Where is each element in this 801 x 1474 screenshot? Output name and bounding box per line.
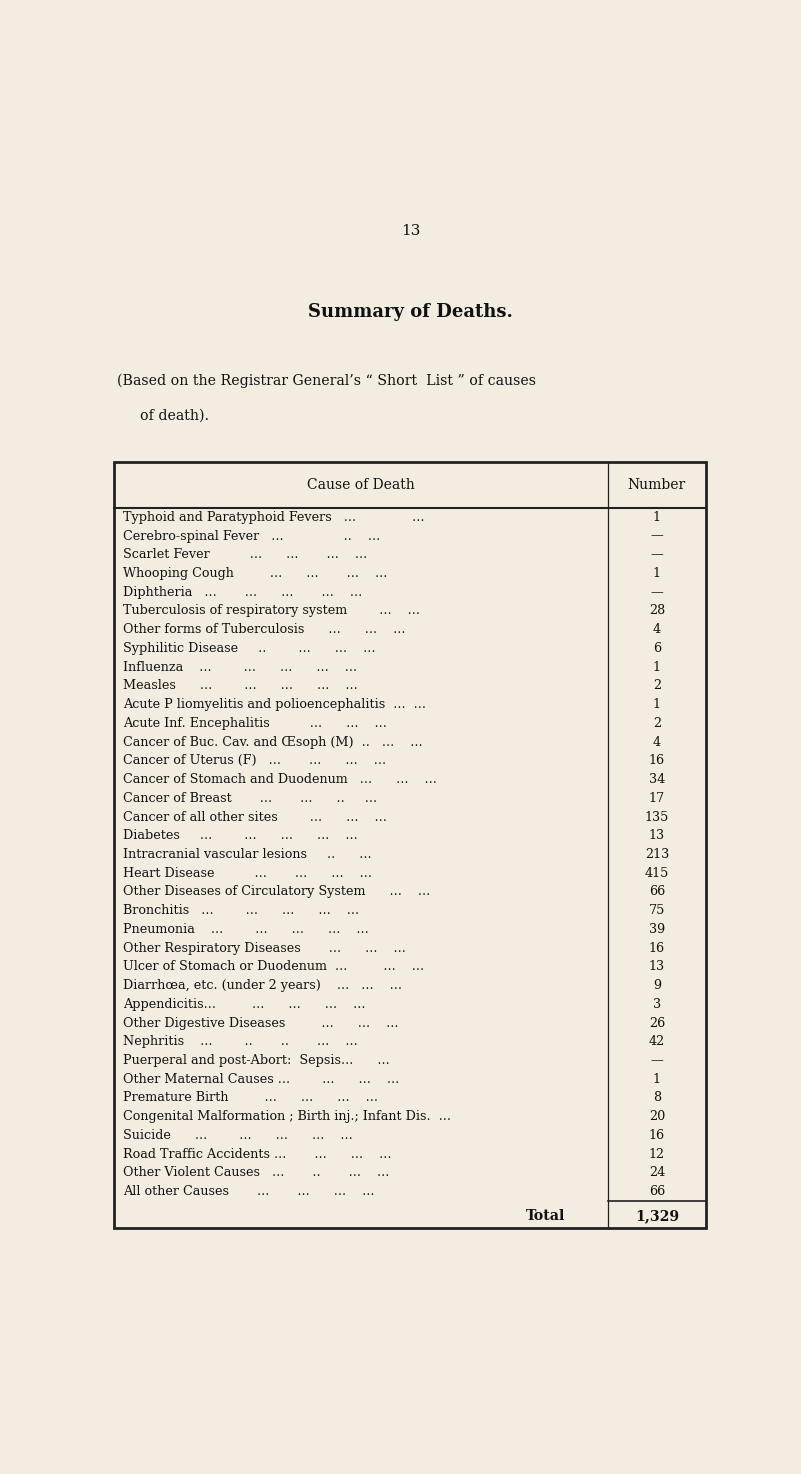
- Text: Total: Total: [526, 1209, 566, 1223]
- Text: Other Diseases of Circulatory System      ...    ...: Other Diseases of Circulatory System ...…: [123, 886, 431, 899]
- Text: Cerebro-spinal Fever   ...               ..    ...: Cerebro-spinal Fever ... .. ...: [123, 529, 380, 542]
- Text: 1: 1: [653, 567, 661, 581]
- Text: (Based on the Registrar General’s “ Short  List ” of causes: (Based on the Registrar General’s “ Shor…: [117, 374, 536, 388]
- Text: 42: 42: [649, 1035, 665, 1048]
- Text: 8: 8: [653, 1091, 661, 1104]
- Text: 16: 16: [649, 755, 665, 768]
- Bar: [114, 461, 706, 1228]
- Text: 34: 34: [649, 772, 665, 786]
- Text: Other Respiratory Diseases       ...      ...    ...: Other Respiratory Diseases ... ... ...: [123, 942, 406, 955]
- Text: 26: 26: [649, 1017, 665, 1029]
- Text: Suicide      ...        ...      ...      ...    ...: Suicide ... ... ... ... ...: [123, 1129, 353, 1142]
- Text: Typhoid and Paratyphoid Fevers   ...              ...: Typhoid and Paratyphoid Fevers ... ...: [123, 511, 425, 523]
- Text: 16: 16: [649, 1129, 665, 1142]
- Text: 1: 1: [653, 699, 661, 710]
- Text: Intracranial vascular lesions     ..      ...: Intracranial vascular lesions .. ...: [123, 848, 396, 861]
- Text: Other Maternal Causes ...        ...      ...    ...: Other Maternal Causes ... ... ... ...: [123, 1073, 400, 1086]
- Text: 1: 1: [653, 511, 661, 523]
- Text: 66: 66: [649, 1185, 665, 1198]
- Text: 1: 1: [653, 660, 661, 674]
- Text: Premature Birth         ...      ...      ...    ...: Premature Birth ... ... ... ...: [123, 1091, 378, 1104]
- Text: Tuberculosis of respiratory system        ...    ...: Tuberculosis of respiratory system ... .…: [123, 604, 421, 618]
- Text: Other forms of Tuberculosis      ...      ...    ...: Other forms of Tuberculosis ... ... ...: [123, 624, 406, 637]
- Text: 13: 13: [400, 224, 421, 237]
- Text: All other Causes       ...       ...      ...    ...: All other Causes ... ... ... ...: [123, 1185, 375, 1198]
- Text: 28: 28: [649, 604, 665, 618]
- Text: 20: 20: [649, 1110, 665, 1123]
- Text: Other Digestive Diseases         ...      ...    ...: Other Digestive Diseases ... ... ...: [123, 1017, 399, 1029]
- Text: —: —: [650, 548, 663, 562]
- Text: Whooping Cough         ...      ...       ...    ...: Whooping Cough ... ... ... ...: [123, 567, 388, 581]
- Text: Cancer of Breast       ...       ...      ..     ...: Cancer of Breast ... ... .. ...: [123, 792, 377, 805]
- Text: Appendicitis...         ...      ...      ...    ...: Appendicitis... ... ... ... ...: [123, 998, 366, 1011]
- Text: Ulcer of Stomach or Duodenum  ...         ...    ...: Ulcer of Stomach or Duodenum ... ... ...: [123, 961, 425, 973]
- Text: 13: 13: [649, 830, 665, 842]
- Text: Nephritis    ...        ..       ..       ...    ...: Nephritis ... .. .. ... ...: [123, 1035, 358, 1048]
- Text: 415: 415: [645, 867, 669, 880]
- Text: of death).: of death).: [131, 408, 209, 423]
- Text: —: —: [650, 585, 663, 598]
- Text: Diarrhœa, etc. (under 2 years)    ...   ...    ...: Diarrhœa, etc. (under 2 years) ... ... .…: [123, 979, 402, 992]
- Text: 16: 16: [649, 942, 665, 955]
- Text: Cancer of Stomach and Duodenum   ...      ...    ...: Cancer of Stomach and Duodenum ... ... .…: [123, 772, 437, 786]
- Text: Road Traffic Accidents ...       ...      ...    ...: Road Traffic Accidents ... ... ... ...: [123, 1148, 392, 1160]
- Text: Acute P liomyelitis and polioencephalitis  ...  ...: Acute P liomyelitis and polioencephaliti…: [123, 699, 426, 710]
- Text: —: —: [650, 1054, 663, 1067]
- Text: 9: 9: [653, 979, 661, 992]
- Text: Puerperal and post-Abort:  Sepsis...      ...: Puerperal and post-Abort: Sepsis... ...: [123, 1054, 414, 1067]
- Text: Summary of Deaths.: Summary of Deaths.: [308, 302, 513, 321]
- Text: 39: 39: [649, 923, 665, 936]
- Text: 135: 135: [645, 811, 669, 824]
- Text: Acute Inf. Encephalitis          ...      ...    ...: Acute Inf. Encephalitis ... ... ...: [123, 716, 387, 730]
- Text: Cancer of all other sites        ...      ...    ...: Cancer of all other sites ... ... ...: [123, 811, 387, 824]
- Text: Cancer of Uterus (F)   ...       ...      ...    ...: Cancer of Uterus (F) ... ... ... ...: [123, 755, 387, 768]
- Text: Syphilitic Disease     ..        ...      ...    ...: Syphilitic Disease .. ... ... ...: [123, 643, 376, 654]
- Text: 4: 4: [653, 736, 661, 749]
- Text: 4: 4: [653, 624, 661, 637]
- Text: Other Violent Causes   ...       ..       ...    ...: Other Violent Causes ... .. ... ...: [123, 1166, 390, 1179]
- Text: Cancer of Buc. Cav. and Œsoph (M)  ..   ...    ...: Cancer of Buc. Cav. and Œsoph (M) .. ...…: [123, 736, 423, 749]
- Text: Pneumonia    ...        ...      ...      ...    ...: Pneumonia ... ... ... ... ...: [123, 923, 369, 936]
- Text: 75: 75: [649, 904, 665, 917]
- Text: Diabetes     ...        ...      ...      ...    ...: Diabetes ... ... ... ... ...: [123, 830, 358, 842]
- Text: 13: 13: [649, 961, 665, 973]
- Text: 1,329: 1,329: [635, 1209, 679, 1223]
- Text: —: —: [650, 529, 663, 542]
- Text: Cause of Death: Cause of Death: [307, 478, 415, 492]
- Text: Congenital Malformation ; Birth inj.; Infant Dis.  ...: Congenital Malformation ; Birth inj.; In…: [123, 1110, 452, 1123]
- Text: 1: 1: [653, 1073, 661, 1086]
- Text: Diphtheria   ...       ...      ...       ...    ...: Diphtheria ... ... ... ... ...: [123, 585, 363, 598]
- Text: Measles      ...        ...      ...      ...    ...: Measles ... ... ... ... ...: [123, 680, 358, 693]
- Text: 2: 2: [653, 680, 661, 693]
- Text: Number: Number: [628, 478, 686, 492]
- Text: 213: 213: [645, 848, 669, 861]
- Text: Bronchitis   ...        ...      ...      ...    ...: Bronchitis ... ... ... ... ...: [123, 904, 360, 917]
- Text: Scarlet Fever          ...      ...       ...    ...: Scarlet Fever ... ... ... ...: [123, 548, 368, 562]
- Text: 6: 6: [653, 643, 661, 654]
- Text: 17: 17: [649, 792, 665, 805]
- Text: 66: 66: [649, 886, 665, 899]
- Text: 3: 3: [653, 998, 661, 1011]
- Text: 12: 12: [649, 1148, 665, 1160]
- Text: 24: 24: [649, 1166, 665, 1179]
- Text: 2: 2: [653, 716, 661, 730]
- Text: Influenza    ...        ...      ...      ...    ...: Influenza ... ... ... ... ...: [123, 660, 357, 674]
- Text: Heart Disease          ...       ...      ...    ...: Heart Disease ... ... ... ...: [123, 867, 372, 880]
